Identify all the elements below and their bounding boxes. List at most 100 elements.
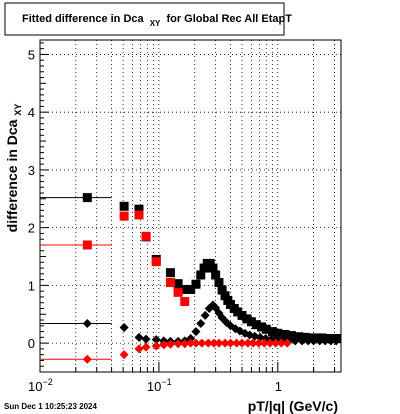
data-point (225, 338, 235, 348)
series-3 (40, 338, 292, 364)
data-point (165, 268, 175, 278)
y-tick-label: 2 (28, 221, 35, 236)
data-point (151, 341, 161, 351)
data-point (300, 332, 310, 342)
data-point (267, 327, 277, 337)
data-point (276, 338, 286, 348)
data-point (205, 258, 215, 268)
data-point (331, 336, 341, 346)
data-point (303, 336, 313, 346)
y-tick-label: 4 (28, 105, 35, 120)
data-point (200, 310, 210, 320)
data-point (286, 331, 296, 341)
data-point (317, 333, 327, 343)
data-point (159, 340, 169, 350)
data-point (209, 338, 219, 348)
series-0 (40, 193, 341, 344)
data-point (211, 270, 221, 280)
data-point (199, 263, 209, 273)
data-point (82, 193, 92, 203)
data-point (214, 278, 224, 288)
data-point (265, 338, 275, 348)
data-point (119, 201, 129, 211)
data-point (119, 350, 129, 360)
axis-ticks (39, 42, 336, 372)
data-point (191, 338, 201, 348)
data-point (134, 210, 144, 220)
y-tick-labels: 0 1 2 3 4 5 (28, 47, 35, 351)
data-point (309, 336, 319, 346)
data-point (203, 338, 213, 348)
data-point (306, 333, 316, 343)
data-point (208, 263, 218, 273)
x-tick-exponent: −1 (161, 377, 171, 387)
data-point (173, 279, 183, 289)
y-tick-label: 5 (28, 47, 35, 62)
data-point (197, 338, 207, 348)
data-point (119, 323, 129, 333)
data-point (273, 328, 283, 338)
data-point (82, 240, 92, 250)
y-tick-label: 0 (28, 336, 35, 351)
y-axis-title-subscript: XY (13, 104, 23, 116)
data-point (250, 331, 260, 341)
data-point (191, 279, 201, 289)
title-box (4, 2, 285, 36)
data-point (196, 270, 206, 280)
data-point (217, 285, 227, 295)
data-point (315, 336, 325, 346)
data-point (254, 338, 264, 348)
data-point (151, 257, 161, 267)
data-point (134, 344, 144, 354)
plot-frame (39, 39, 342, 373)
data-point (191, 327, 201, 337)
data-point (119, 211, 129, 221)
data-point (180, 284, 190, 294)
x-tick-labels: 10−2 10−1 1 (28, 377, 282, 394)
data-point (290, 336, 300, 346)
y-axis-title: difference in Dca XY (4, 104, 23, 233)
data-marks (40, 193, 341, 364)
data-point (186, 338, 196, 348)
data-point (151, 335, 161, 345)
x-tick-label: 1 (275, 379, 282, 394)
data-point (261, 324, 271, 334)
data-point (311, 333, 321, 343)
x-tick-label: 10−2 (28, 377, 53, 394)
data-point (297, 336, 307, 346)
chart-title: Fitted difference in Dca XY for Global R… (22, 13, 292, 29)
data-point (173, 339, 183, 349)
data-point (237, 338, 247, 348)
data-point (186, 284, 196, 294)
x-tick-base: 1 (275, 379, 282, 394)
x-tick-exponent: −2 (42, 377, 52, 387)
data-point (220, 338, 230, 348)
title-main: Fitted difference in Dca (22, 13, 145, 25)
data-point (173, 287, 183, 297)
data-point (134, 204, 144, 214)
data-point (141, 231, 151, 241)
y-axis-title-main: difference in Dca (4, 119, 20, 232)
title-subscript: XY (150, 19, 161, 28)
data-point (237, 310, 247, 320)
data-point (134, 332, 144, 342)
data-point (141, 334, 151, 344)
data-point (232, 338, 242, 348)
data-point (257, 322, 267, 332)
data-point (251, 320, 261, 330)
data-point (165, 339, 175, 349)
data-point (180, 297, 190, 307)
x-axis-title: pT/|q| (GeV/c) (248, 398, 338, 414)
data-point (186, 334, 196, 344)
data-point (165, 278, 175, 288)
data-point (243, 338, 253, 348)
x-tick-base: 10 (147, 379, 161, 394)
data-point (294, 332, 304, 342)
data-point (246, 317, 256, 327)
series-2 (40, 300, 341, 346)
y-tick-label: 3 (28, 163, 35, 178)
series-1 (40, 210, 190, 307)
data-point (180, 339, 190, 349)
data-point (82, 354, 92, 364)
